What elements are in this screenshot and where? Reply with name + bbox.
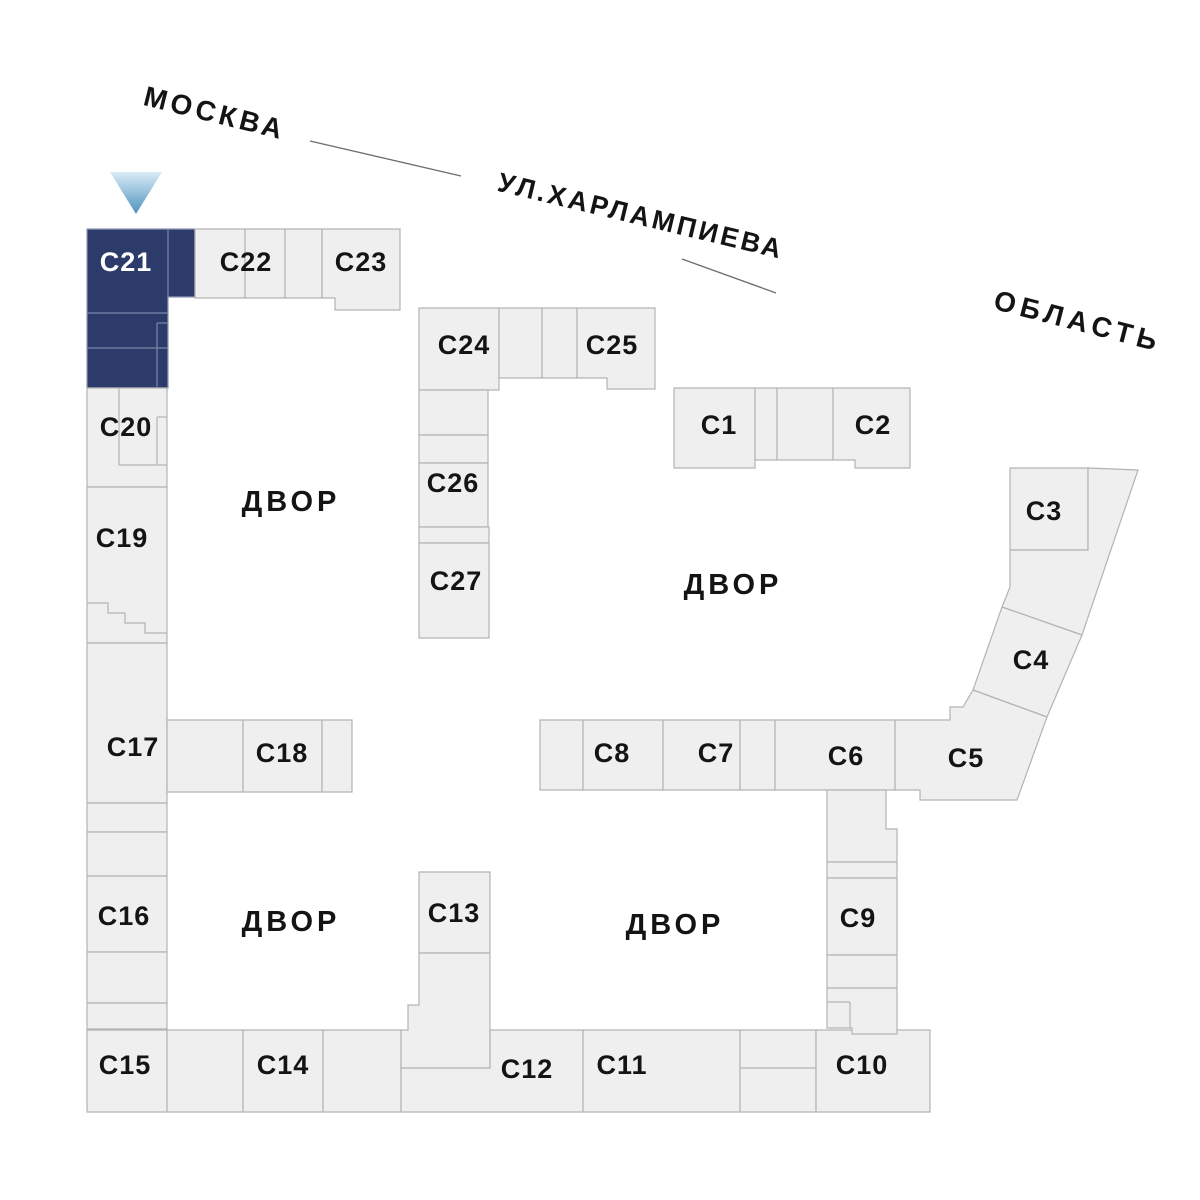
building-segment xyxy=(1001,467,1139,636)
building-segment xyxy=(776,387,834,461)
building-label-c2: C2 xyxy=(855,410,892,440)
building-label-c25: C25 xyxy=(586,330,639,360)
building-segment xyxy=(86,802,168,833)
building-label-c20: C20 xyxy=(100,412,153,442)
building-label-c26: C26 xyxy=(427,468,480,498)
building-label-c24: C24 xyxy=(438,330,491,360)
building-segment xyxy=(86,951,168,1004)
building-segment xyxy=(498,307,543,379)
building-label-c16: C16 xyxy=(98,901,151,931)
selected-building-marker xyxy=(110,172,162,214)
building-segment xyxy=(539,719,584,791)
building-segment xyxy=(418,389,489,436)
courtyard-label: ДВОР xyxy=(242,906,341,938)
courtyard-label: ДВОР xyxy=(242,486,341,518)
building-label-c27: C27 xyxy=(430,566,483,596)
building-label-c7: C7 xyxy=(698,738,735,768)
building-label-c10: C10 xyxy=(836,1050,889,1080)
building-label-c11: C11 xyxy=(596,1050,647,1080)
building-label-c3: C3 xyxy=(1026,496,1063,526)
building-segment xyxy=(322,1029,402,1113)
building-label-c22: C22 xyxy=(220,247,273,277)
building-label-c5: C5 xyxy=(948,743,985,773)
building-label-c4: C4 xyxy=(1013,645,1050,675)
building-segment xyxy=(400,952,491,1069)
street-label-kharlampieva: УЛ.ХАРЛАМПИЕВА xyxy=(495,167,787,265)
building-c6[interactable] xyxy=(774,719,896,791)
building-label-c14: C14 xyxy=(257,1050,310,1080)
building-segment xyxy=(321,719,353,793)
building-label-c1: C1 xyxy=(701,410,738,440)
building-segment xyxy=(826,789,898,863)
building-segment xyxy=(284,228,323,299)
building-label-c18: C18 xyxy=(256,738,309,768)
building-label-c15: C15 xyxy=(99,1050,152,1080)
building-c2[interactable] xyxy=(832,387,911,469)
building-c25[interactable] xyxy=(576,307,656,390)
building-label-c8: C8 xyxy=(594,738,631,768)
building-segment xyxy=(86,1002,168,1030)
building-segment xyxy=(826,987,898,1035)
building-segment xyxy=(541,307,578,379)
building-segment xyxy=(739,1029,817,1113)
building-c23[interactable] xyxy=(321,228,401,311)
building-segment xyxy=(418,434,489,464)
street-line xyxy=(309,140,462,177)
building-c1[interactable] xyxy=(673,387,756,469)
building-c17[interactable] xyxy=(86,642,168,804)
street-line xyxy=(681,258,777,294)
building-label-c21: C21 xyxy=(100,247,153,277)
building-label-c13: C13 xyxy=(428,898,481,928)
building-label-c12: C12 xyxy=(501,1054,554,1084)
building-segment xyxy=(754,387,778,461)
building-segment xyxy=(826,954,898,989)
building-c19[interactable] xyxy=(86,486,168,644)
building-segment xyxy=(166,719,244,793)
building-segment xyxy=(86,831,168,877)
building-label-c17: C17 xyxy=(107,732,160,762)
courtyard-label: ДВОР xyxy=(626,909,725,941)
street-label-oblast: ОБЛАСТЬ xyxy=(991,284,1165,357)
building-label-c6: C6 xyxy=(828,741,865,771)
building-label-c23: C23 xyxy=(335,247,388,277)
courtyard-label: ДВОР xyxy=(684,569,783,601)
building-label-c9: C9 xyxy=(840,903,877,933)
building-c27[interactable] xyxy=(418,542,490,639)
building-c24[interactable] xyxy=(418,307,500,391)
building-segment xyxy=(166,1029,244,1113)
building-segment xyxy=(826,861,898,879)
street-label-moskva: МОСКВА xyxy=(141,80,290,145)
building-label-c19: C19 xyxy=(96,523,149,553)
divider-line xyxy=(87,602,167,634)
building-segment xyxy=(418,526,490,544)
building-segment xyxy=(739,719,776,791)
